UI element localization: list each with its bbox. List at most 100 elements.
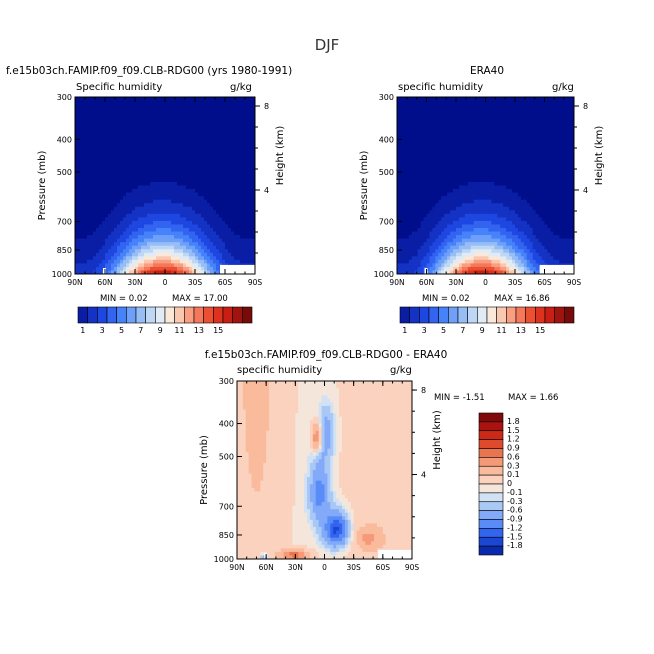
field-cell bbox=[81, 224, 85, 229]
field-cell bbox=[500, 135, 504, 140]
field-cell bbox=[156, 259, 160, 264]
field-cell bbox=[491, 178, 495, 183]
field-cell bbox=[411, 171, 416, 176]
field-cell bbox=[195, 203, 199, 208]
field-cell bbox=[399, 114, 404, 119]
field-cell bbox=[429, 266, 433, 271]
field-cell bbox=[87, 125, 91, 130]
field-cell bbox=[204, 185, 208, 190]
field-cell bbox=[186, 259, 190, 264]
field-cell bbox=[246, 196, 250, 201]
field-cell bbox=[117, 189, 121, 193]
field-cell bbox=[497, 167, 501, 172]
field-cell bbox=[132, 199, 136, 204]
field-cell bbox=[111, 132, 115, 137]
field-cell bbox=[503, 249, 507, 254]
field-cell bbox=[435, 227, 439, 232]
field-cell bbox=[397, 125, 401, 130]
field-cell bbox=[222, 203, 226, 208]
field-cell bbox=[240, 143, 244, 147]
field-cell bbox=[204, 196, 208, 201]
colorbar-tick-label: 11 bbox=[174, 326, 184, 335]
field-cell bbox=[141, 238, 145, 243]
field-cell bbox=[210, 167, 214, 172]
field-cell bbox=[144, 245, 148, 250]
field-cell bbox=[201, 249, 205, 254]
field-cell bbox=[408, 263, 413, 268]
field-cell bbox=[225, 210, 229, 215]
field-cell bbox=[180, 178, 184, 183]
field-cell bbox=[473, 252, 478, 257]
field-cell bbox=[473, 227, 478, 232]
field-cell bbox=[237, 100, 241, 105]
field-cell bbox=[156, 157, 160, 162]
field-cell bbox=[174, 235, 178, 239]
field-cell bbox=[75, 104, 79, 109]
field-cell bbox=[447, 238, 451, 243]
field-cell bbox=[210, 245, 214, 250]
field-cell bbox=[150, 114, 154, 119]
field-cell bbox=[464, 213, 469, 218]
field-cell bbox=[408, 227, 413, 232]
field-cell bbox=[500, 270, 504, 275]
field-cell bbox=[423, 164, 427, 169]
field-cell bbox=[177, 199, 181, 204]
field-cell bbox=[420, 256, 424, 261]
field-cell bbox=[420, 121, 424, 126]
field-cell bbox=[150, 171, 154, 176]
field-cell bbox=[189, 189, 193, 193]
field-cell bbox=[476, 157, 480, 162]
field-cell bbox=[93, 256, 97, 261]
field-cell bbox=[96, 235, 100, 239]
field-cell bbox=[494, 139, 498, 144]
field-cell bbox=[246, 153, 250, 158]
field-cell bbox=[114, 224, 118, 229]
field-cell bbox=[423, 143, 427, 147]
field-cell bbox=[435, 213, 439, 218]
field-cell bbox=[165, 245, 169, 250]
field-cell bbox=[414, 199, 419, 204]
field-cell bbox=[435, 259, 439, 264]
field-cell bbox=[399, 235, 404, 239]
field-cell bbox=[405, 107, 410, 112]
field-cell bbox=[84, 249, 88, 254]
field-cell bbox=[99, 114, 103, 119]
field-cell bbox=[174, 245, 178, 250]
field-cell bbox=[470, 178, 475, 183]
field-cell bbox=[458, 185, 463, 190]
field-cell bbox=[249, 150, 253, 155]
field-cell bbox=[93, 118, 97, 123]
field-cell bbox=[488, 220, 492, 225]
field-cell bbox=[473, 104, 478, 109]
field-cell bbox=[123, 252, 127, 257]
field-cell bbox=[138, 227, 142, 232]
field-cell bbox=[90, 185, 94, 190]
field-cell bbox=[222, 178, 226, 183]
field-cell bbox=[461, 220, 466, 225]
field-cell bbox=[225, 97, 229, 101]
field-cell bbox=[108, 206, 112, 211]
field-cell bbox=[189, 146, 193, 151]
field-cell bbox=[417, 227, 421, 232]
field-cell bbox=[135, 270, 139, 275]
field-cell bbox=[138, 153, 142, 158]
field-cell bbox=[408, 153, 413, 158]
field-cell bbox=[467, 100, 472, 105]
field-cell bbox=[246, 189, 250, 193]
field-cell bbox=[222, 259, 226, 264]
field-cell bbox=[204, 217, 208, 222]
field-cell bbox=[207, 104, 211, 109]
field-cell bbox=[444, 178, 448, 183]
field-cell bbox=[165, 235, 169, 239]
field-cell bbox=[414, 252, 419, 257]
field-cell bbox=[207, 203, 211, 208]
field-cell bbox=[156, 213, 160, 218]
field-cell bbox=[488, 259, 492, 264]
field-cell bbox=[444, 249, 448, 254]
field-cell bbox=[102, 256, 106, 261]
field-cell bbox=[141, 171, 145, 176]
field-cell bbox=[243, 174, 247, 179]
field-cell bbox=[438, 114, 442, 119]
field-cell bbox=[174, 128, 178, 133]
field-cell bbox=[464, 157, 469, 162]
